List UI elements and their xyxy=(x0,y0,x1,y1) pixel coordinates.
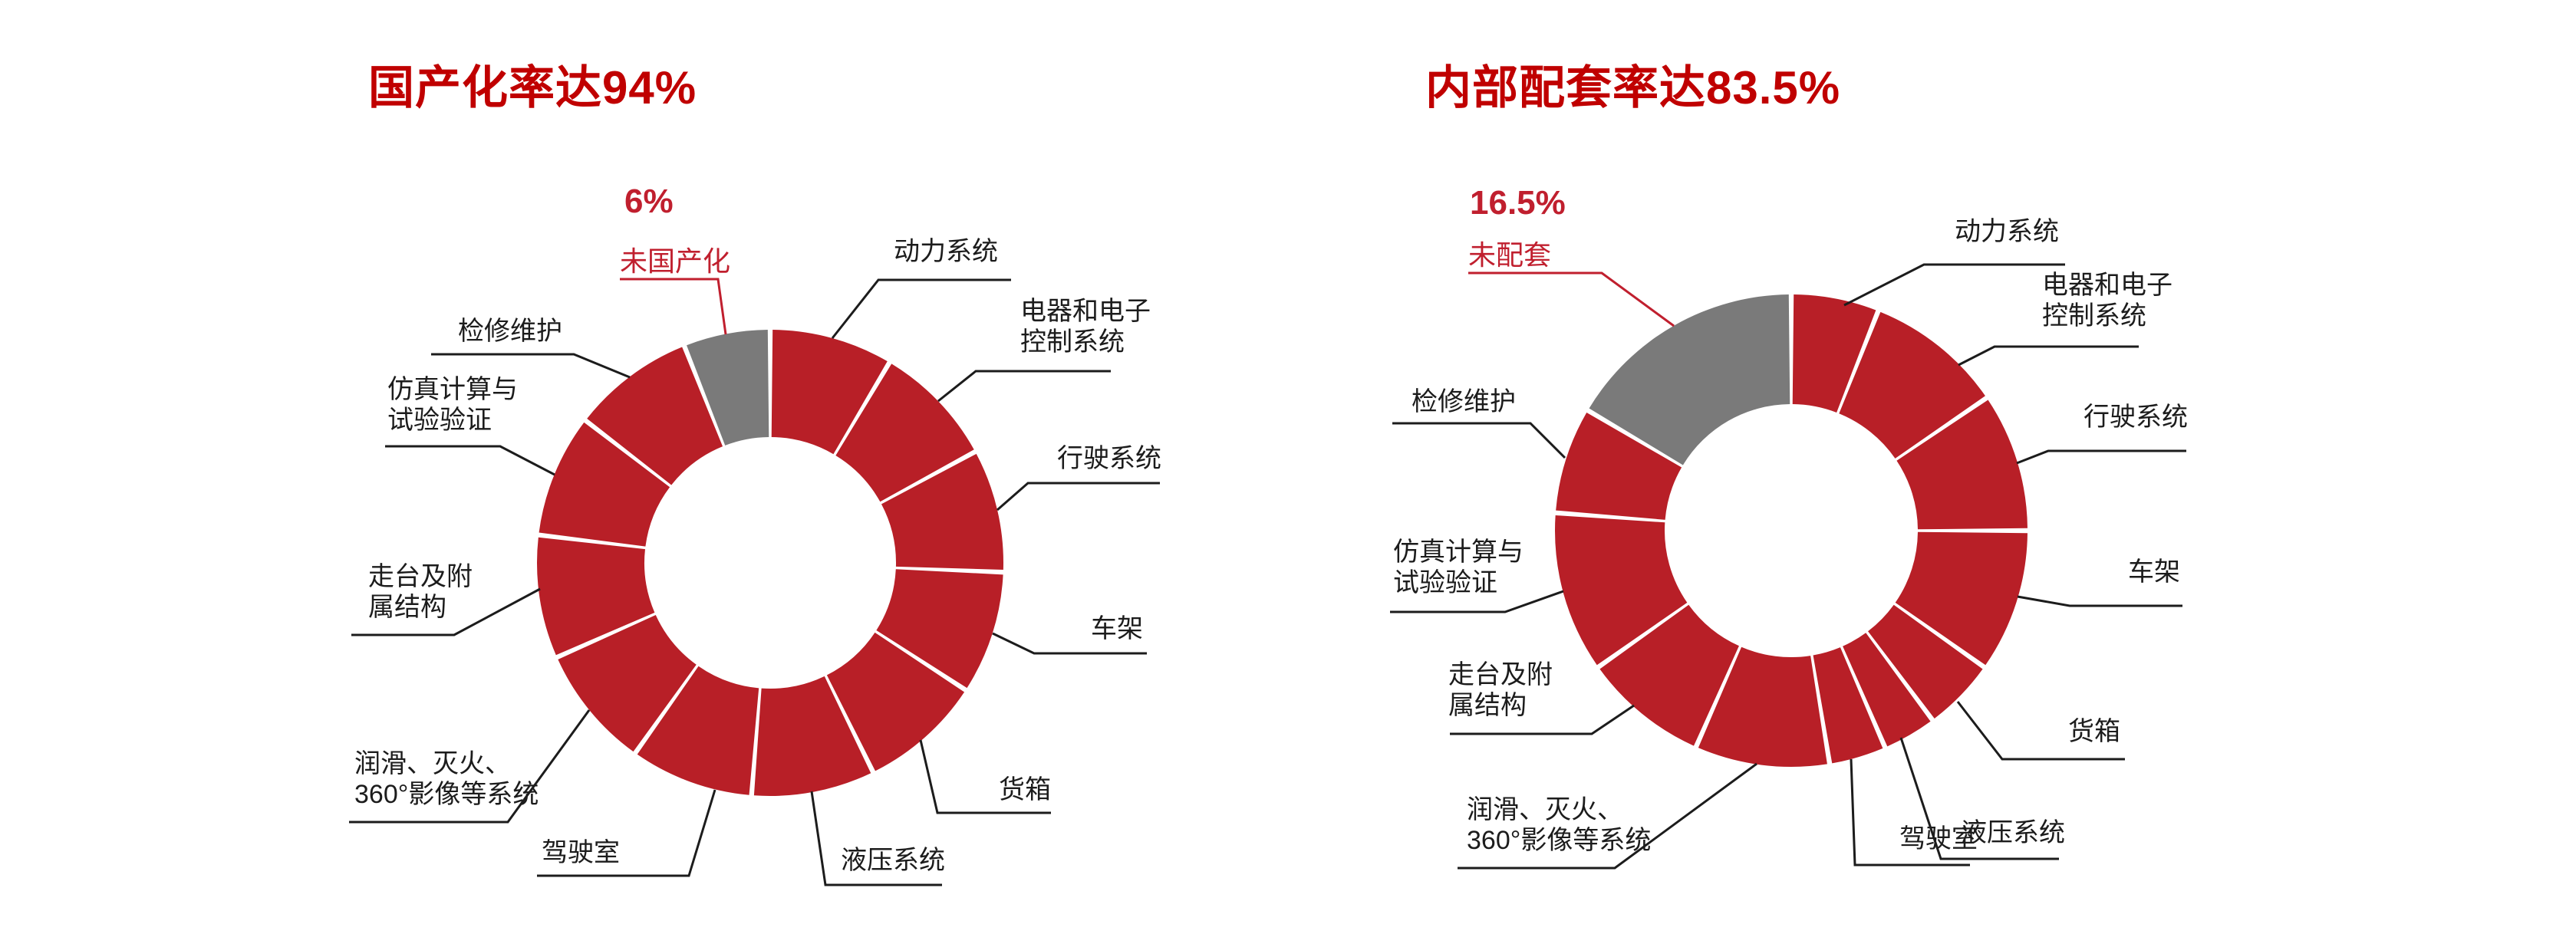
label-cab: 驾驶室 xyxy=(542,838,620,867)
label-frame: 车架 xyxy=(1091,614,1143,643)
donut-slice xyxy=(826,632,965,771)
leader-line-not-localized xyxy=(620,278,727,335)
leader-line-hydraulic xyxy=(1899,737,2059,860)
donut-slice xyxy=(835,363,974,502)
label-travel-system: 行驶系统 xyxy=(2084,403,2188,432)
label-maintenance: 检修维护 xyxy=(458,317,562,346)
leader-line-simulation xyxy=(385,445,555,476)
label-cab: 驾驶室 xyxy=(1899,824,1978,853)
leader-line-cab xyxy=(1850,758,1970,867)
leader-line-electric xyxy=(937,370,1111,403)
label-simulation-test: 仿真计算与 试验验证 xyxy=(387,375,518,435)
donut-slice xyxy=(1556,413,1682,520)
leader-line-walkway xyxy=(351,587,541,636)
donut-slice xyxy=(539,422,670,547)
label-lubrication-fire-imaging: 润滑、灭火、 360°影像等系统 xyxy=(354,749,539,809)
callout-value-not-insourced: 16.5% xyxy=(1470,184,1566,222)
chart-title-insourcing: 内部配套率达83.5% xyxy=(1425,62,1841,113)
donut-slice xyxy=(1792,294,1876,413)
leader-line-frame xyxy=(2017,595,2182,607)
leader-line-electric xyxy=(1958,345,2139,367)
callout-label-not-insourced: 未配套 xyxy=(1468,239,1552,271)
leader-line-not-insourced xyxy=(1468,271,1675,327)
label-electric-control-system: 电器和电子 控制系统 xyxy=(1020,297,1151,357)
donut-slice xyxy=(771,330,888,455)
label-hydraulic-system: 液压系统 xyxy=(841,846,945,875)
label-hydraulic-system: 液压系统 xyxy=(1961,818,2065,847)
leader-lines-left xyxy=(349,278,1160,886)
donut-slice xyxy=(558,614,697,752)
donut-slice xyxy=(1599,604,1739,746)
label-lubrication-fire-imaging: 润滑、灭火、 360°影像等系统 xyxy=(1467,795,1652,855)
leader-line-lubrication xyxy=(349,709,591,824)
leader-line-hydraulic xyxy=(810,791,942,886)
callout-value-not-localized: 6% xyxy=(624,183,674,220)
label-simulation-test: 仿真计算与 试验验证 xyxy=(1393,538,1524,597)
label-electric-control-system: 电器和电子 控制系统 xyxy=(2042,271,2172,331)
donut-slice xyxy=(637,666,759,795)
donut-slice xyxy=(876,569,1003,689)
label-travel-system: 行驶系统 xyxy=(1057,444,1161,473)
donut-slice xyxy=(1896,400,2028,530)
leader-line-maintenance xyxy=(1392,422,1566,459)
label-cargo-box: 货箱 xyxy=(2068,717,2120,746)
donut-slice xyxy=(537,537,655,656)
leader-line-maintenance xyxy=(431,353,631,379)
chart-title-localization: 国产化率达94% xyxy=(368,62,697,113)
donut-left-localization xyxy=(537,330,1003,796)
leader-line-cab xyxy=(537,789,716,877)
leader-line-lubrication xyxy=(1458,762,1757,870)
leader-line-travel xyxy=(2016,449,2186,465)
leader-line-simulation xyxy=(1390,590,1564,613)
leader-lines-right xyxy=(1390,263,2186,870)
label-power-system: 动力系统 xyxy=(1955,217,2059,246)
donut-slice xyxy=(1813,647,1883,764)
donut-slice xyxy=(881,453,1003,570)
leader-line-walkway xyxy=(1450,704,1635,735)
label-walkway-attachments: 走台及附 属结构 xyxy=(1448,660,1553,720)
donut-slice xyxy=(1868,604,1983,719)
leader-line-power xyxy=(1843,263,2065,307)
donut-slice xyxy=(1843,633,1931,747)
donut-slice xyxy=(753,676,871,796)
label-maintenance: 检修维护 xyxy=(1412,387,1516,416)
leader-line-travel xyxy=(996,482,1160,511)
donut-slice xyxy=(1698,646,1827,768)
donut-slice xyxy=(687,330,769,446)
donut-slice xyxy=(1895,531,2028,666)
label-cargo-box: 货箱 xyxy=(999,775,1051,804)
leader-line-frame xyxy=(992,632,1147,655)
label-walkway-attachments: 走台及附 属结构 xyxy=(368,562,473,622)
leader-line-cargo xyxy=(919,739,1051,814)
label-frame: 车架 xyxy=(2128,557,2180,587)
donut-slice xyxy=(1554,515,1688,666)
leader-line-cargo xyxy=(1956,701,2125,761)
donut-slice xyxy=(1589,294,1790,465)
leader-line-power xyxy=(831,278,1011,339)
callout-label-not-localized: 未国产化 xyxy=(620,245,731,277)
donut-right-insourcing xyxy=(1554,294,2028,768)
donut-slice xyxy=(1839,311,1985,459)
label-power-system: 动力系统 xyxy=(894,237,998,266)
donut-slice xyxy=(587,347,723,485)
